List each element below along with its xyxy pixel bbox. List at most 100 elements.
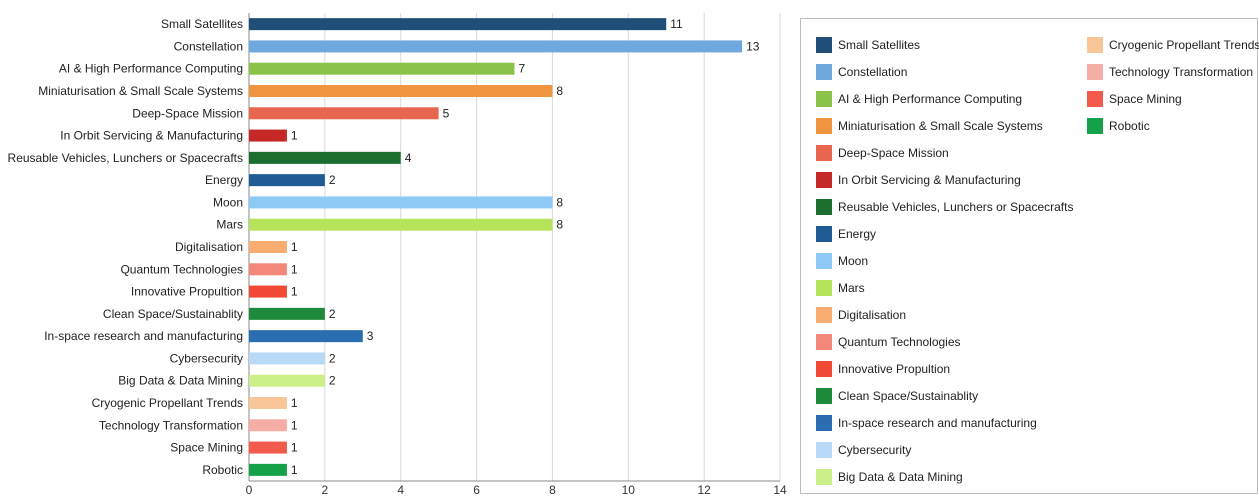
legend-item: Clean Space/Sustainablity xyxy=(816,382,1073,409)
legend-swatch xyxy=(816,171,832,188)
bar xyxy=(249,85,553,97)
legend-swatch xyxy=(816,117,832,134)
data-label: 7 xyxy=(519,62,526,76)
x-tick-label: 6 xyxy=(473,483,480,496)
legend-item: Constellation xyxy=(816,58,1073,85)
x-tick-label: 4 xyxy=(397,483,404,496)
y-tick-label: AI & High Performance Computing xyxy=(59,62,243,76)
x-tick-label: 14 xyxy=(773,483,787,496)
legend-swatch xyxy=(816,225,832,242)
bar xyxy=(249,330,363,343)
legend-item: Energy xyxy=(816,220,1073,247)
legend-label: Constellation xyxy=(838,64,908,79)
legend-item: Small Satellites xyxy=(816,31,1073,58)
y-tick-label: In-space research and manufacturing xyxy=(44,329,243,343)
legend-label: Mars xyxy=(838,280,865,295)
y-tick-label: Deep-Space Mission xyxy=(132,106,243,120)
bar xyxy=(249,397,287,409)
legend-swatch xyxy=(816,468,832,485)
legend-item: Technology Transformation xyxy=(1087,58,1259,85)
legend-swatch xyxy=(816,360,832,377)
y-tick-label: Big Data & Data Mining xyxy=(118,374,243,388)
legend-label: Technology Transformation xyxy=(1109,64,1254,79)
legend-swatch xyxy=(816,441,832,458)
legend-label: Miniaturisation & Small Scale Systems xyxy=(838,118,1043,133)
legend: Small Satellites Constellation AI & High P… xyxy=(800,18,1259,494)
data-label: 2 xyxy=(329,173,336,187)
legend-column-2: Cryogenic Propellant Trends Technology Tr… xyxy=(1087,31,1259,139)
bar xyxy=(249,151,401,164)
legend-label: Clean Space/Sustainablity xyxy=(838,388,979,403)
x-tick-label: 12 xyxy=(697,483,711,496)
legend-item: Moon xyxy=(816,247,1073,274)
legend-label: Cybersecurity xyxy=(838,442,912,457)
legend-item: Deep-Space Mission xyxy=(816,139,1073,166)
legend-swatch xyxy=(816,198,832,215)
y-tick-label: Energy xyxy=(205,173,243,187)
legend-swatch xyxy=(816,387,832,404)
legend-swatch xyxy=(816,144,832,161)
bar xyxy=(249,374,325,387)
data-label: 1 xyxy=(291,129,298,143)
y-tick-label: Moon xyxy=(213,195,243,209)
legend-swatch xyxy=(816,90,832,107)
legend-item: Robotic xyxy=(1087,112,1259,139)
data-label: 2 xyxy=(329,374,336,388)
legend-label: Reusable Vehicles, Lunchers or Spacecraf… xyxy=(838,199,1074,214)
y-tick-label: Technology Transformation xyxy=(99,418,243,432)
legend-swatch xyxy=(816,252,832,269)
bar xyxy=(249,463,287,476)
bar xyxy=(249,241,287,253)
y-tick-label: Digitalisation xyxy=(175,240,243,254)
legend-swatch xyxy=(816,333,832,350)
y-tick-label: Quantum Technologies xyxy=(120,262,243,276)
legend-label: Space Mining xyxy=(1109,91,1182,106)
legend-column-1: Small Satellites Constellation AI & High P… xyxy=(816,31,1073,490)
y-tick-label: Space Mining xyxy=(170,441,243,455)
bar xyxy=(249,218,553,231)
data-label: 13 xyxy=(746,39,760,53)
legend-item: Cybersecurity xyxy=(816,436,1073,463)
bar xyxy=(249,307,325,320)
data-label: 1 xyxy=(291,240,298,254)
legend-item: Mars xyxy=(816,274,1073,301)
data-label: 4 xyxy=(405,151,412,165)
legend-swatch xyxy=(816,36,832,53)
legend-swatch xyxy=(816,63,832,80)
x-tick-label: 10 xyxy=(622,483,636,496)
bar xyxy=(249,40,743,53)
data-label: 1 xyxy=(291,418,298,432)
legend-item: Quantum Technologies xyxy=(816,328,1073,355)
x-tick-label: 0 xyxy=(246,483,253,496)
data-label: 1 xyxy=(291,285,298,299)
legend-item: Reusable Vehicles, Lunchers or Spacecraf… xyxy=(816,193,1073,220)
data-label: 8 xyxy=(556,84,563,98)
legend-swatch xyxy=(816,306,832,323)
x-tick-label: 8 xyxy=(549,483,556,496)
data-label: 1 xyxy=(291,262,298,276)
y-tick-label: Miniaturisation & Small Scale Systems xyxy=(38,84,243,98)
legend-item: Miniaturisation & Small Scale Systems xyxy=(816,112,1073,139)
data-label: 1 xyxy=(291,396,298,410)
bar xyxy=(249,263,287,276)
legend-label: Moon xyxy=(838,253,869,268)
legend-label: Big Data & Data Mining xyxy=(838,469,963,484)
legend-label: Innovative Propultion xyxy=(838,361,951,376)
legend-item: In Orbit Servicing & Manufacturing xyxy=(816,166,1073,193)
legend-label: AI & High Performance Computing xyxy=(838,91,1023,106)
legend-label: In Orbit Servicing & Manufacturing xyxy=(838,172,1021,187)
y-tick-label: Cryogenic Propellant Trends xyxy=(92,396,243,410)
bar xyxy=(249,419,287,432)
legend-item: Big Data & Data Mining xyxy=(816,463,1073,490)
bar xyxy=(249,18,667,31)
legend-label: Robotic xyxy=(1109,118,1150,133)
bar xyxy=(249,62,515,75)
y-tick-label: Cybersecurity xyxy=(170,351,243,365)
data-label: 5 xyxy=(443,106,450,120)
data-label: 11 xyxy=(670,17,683,31)
bar xyxy=(249,107,439,120)
y-tick-label: In Orbit Servicing & Manufacturing xyxy=(60,129,243,143)
data-label: 8 xyxy=(556,218,563,232)
